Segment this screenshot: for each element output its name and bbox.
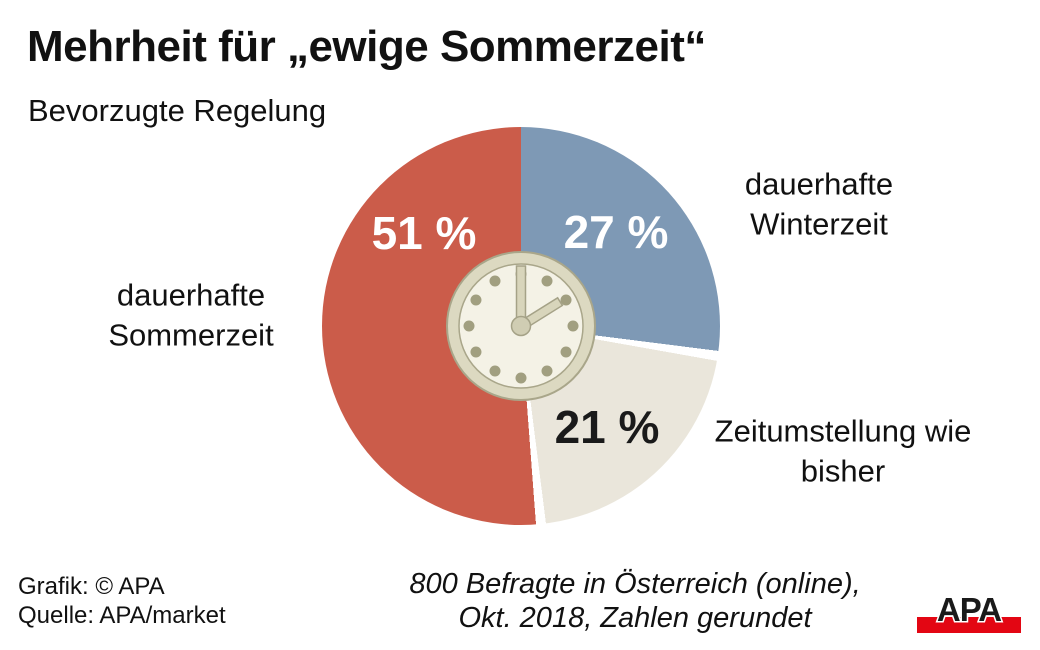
clock-dot (470, 294, 482, 306)
clock-hour-dots (463, 268, 579, 384)
slice-value-zeitumstellung: 21 % (554, 401, 660, 453)
apa-logo: APA (917, 590, 1021, 633)
chart-subtitle: Bevorzugte Regelung (28, 93, 327, 128)
apa-logo-red-bar (917, 617, 1021, 633)
clock-dot (515, 372, 527, 384)
apa-logo-text: APA (937, 591, 1001, 628)
clock-icon (446, 251, 596, 401)
credit-quelle: Quelle: APA/market (18, 602, 226, 630)
slice-label-winterzeit: dauerhafte Winterzeit (744, 166, 894, 242)
credit-grafik: Grafik: © APA (18, 573, 165, 600)
slice-value-winterzeit: 27 % (563, 206, 669, 258)
clock-dot (463, 320, 475, 332)
slice-label-sommerzeit: dauerhafte Sommerzeit (108, 277, 274, 353)
slice-label-zeitumstellung: Zeitumstellung wie bisher (714, 413, 972, 489)
survey-note-line2: Okt. 2018, Zahlen gerundet (458, 602, 812, 635)
credit-block: Grafik: © APA Quelle: APA/market (18, 572, 226, 631)
clock-dot (541, 275, 553, 287)
clock-dot (560, 294, 572, 306)
slice-value-sommerzeit: 51 % (371, 207, 477, 259)
clock-dot (489, 365, 501, 377)
clock-center-cap (510, 315, 532, 337)
chart-title: Mehrheit für „ewige Sommerzeit“ (27, 22, 706, 71)
clock-dot (560, 346, 572, 358)
clock-dot (541, 365, 553, 377)
clock-dot (470, 346, 482, 358)
clock-dot (489, 275, 501, 287)
survey-note-line1: 800 Befragte in Österreich (online), (409, 568, 861, 600)
survey-note: 800 Befragte in Österreich (online), Okt… (409, 567, 860, 635)
clock-dot (567, 320, 579, 332)
